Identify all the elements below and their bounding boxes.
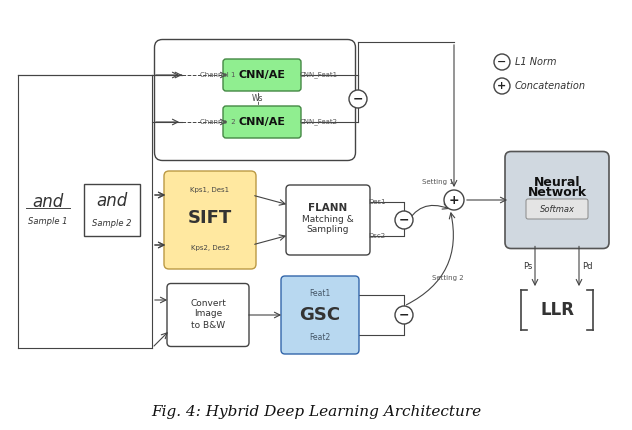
Text: Feat1: Feat1: [310, 289, 331, 298]
Text: Ws: Ws: [252, 94, 264, 103]
Bar: [84, 184, 140, 236]
Text: Image: Image: [194, 310, 222, 319]
Text: Sampling: Sampling: [307, 225, 349, 234]
Text: LLR: LLR: [540, 301, 574, 319]
FancyBboxPatch shape: [526, 199, 588, 219]
Text: Neural: Neural: [534, 175, 580, 188]
Circle shape: [395, 306, 413, 324]
Text: −: −: [399, 214, 410, 227]
Text: Softmax: Softmax: [540, 205, 574, 214]
Text: Setting 1: Setting 1: [422, 179, 454, 185]
Circle shape: [444, 190, 464, 210]
FancyBboxPatch shape: [223, 59, 301, 91]
Circle shape: [494, 78, 510, 94]
Text: Sample 2: Sample 2: [92, 219, 131, 228]
FancyBboxPatch shape: [223, 106, 301, 138]
Text: −: −: [399, 308, 410, 322]
Text: L1 Norm: L1 Norm: [515, 57, 557, 67]
Text: CNN_Feat2: CNN_Feat2: [300, 119, 338, 126]
Text: Kps1, Des1: Kps1, Des1: [190, 187, 229, 193]
Text: Matching &: Matching &: [302, 215, 354, 224]
Text: SIFT: SIFT: [188, 209, 232, 227]
FancyBboxPatch shape: [281, 276, 359, 354]
Text: to B&W: to B&W: [191, 320, 225, 329]
Text: Feat2: Feat2: [310, 332, 331, 341]
Text: CNN/AE: CNN/AE: [238, 70, 286, 80]
Circle shape: [395, 211, 413, 229]
Circle shape: [349, 90, 367, 108]
Text: +: +: [497, 81, 507, 91]
Text: Ps: Ps: [523, 262, 532, 271]
Text: +: +: [449, 194, 459, 206]
Text: Setting 2: Setting 2: [432, 275, 464, 281]
Text: Kps2, Des2: Kps2, Des2: [191, 245, 229, 251]
Text: Sample 1: Sample 1: [28, 218, 68, 227]
Text: GSC: GSC: [300, 306, 341, 324]
Text: and: and: [32, 193, 64, 211]
Text: Dsc2: Dsc2: [368, 233, 385, 239]
Text: and: and: [96, 192, 128, 210]
Text: CNN_Feat1: CNN_Feat1: [300, 72, 338, 78]
Circle shape: [494, 54, 510, 70]
FancyBboxPatch shape: [505, 151, 609, 249]
FancyBboxPatch shape: [164, 171, 256, 269]
Text: Pd: Pd: [582, 262, 593, 271]
Text: Channel 1: Channel 1: [200, 72, 236, 78]
Text: CNN/AE: CNN/AE: [238, 117, 286, 127]
Text: Des1: Des1: [368, 199, 386, 205]
Text: Convert: Convert: [190, 300, 226, 308]
Text: Channe  2: Channe 2: [200, 119, 236, 125]
Text: FLANN: FLANN: [308, 203, 348, 213]
Text: Concatenation: Concatenation: [515, 81, 586, 91]
Text: Fig. 4: Hybrid Deep Learning Architecture: Fig. 4: Hybrid Deep Learning Architectur…: [151, 405, 481, 419]
FancyBboxPatch shape: [154, 40, 355, 160]
FancyBboxPatch shape: [286, 185, 370, 255]
Text: −: −: [497, 57, 507, 67]
Text: −: −: [353, 92, 363, 105]
FancyBboxPatch shape: [167, 283, 249, 347]
Text: Network: Network: [528, 187, 586, 200]
